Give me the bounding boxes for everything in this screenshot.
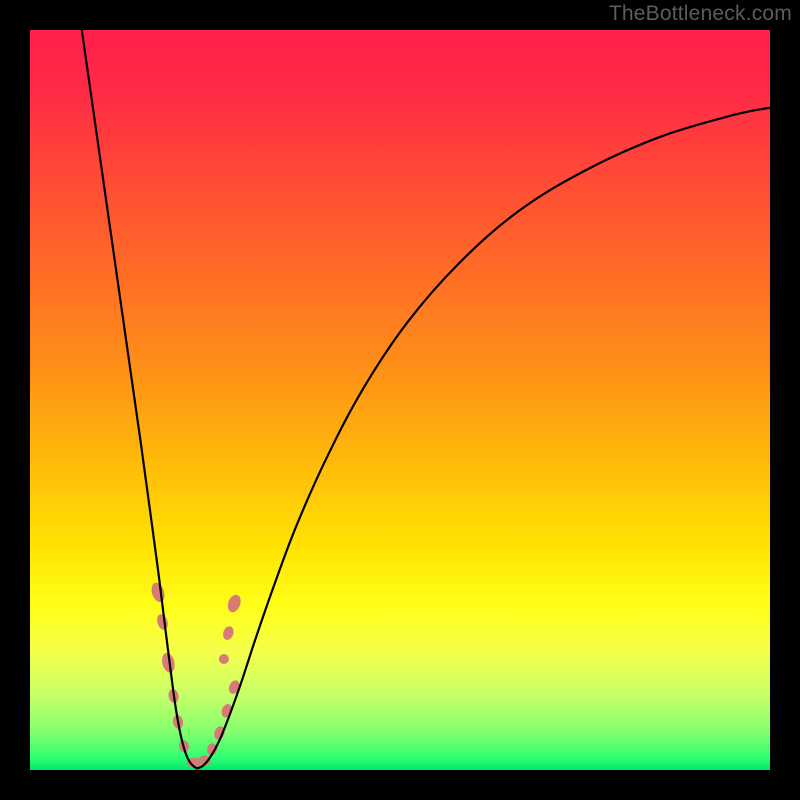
marker-point [219, 654, 229, 664]
plot-area [30, 30, 770, 770]
marker-point [221, 625, 235, 641]
curve-left [82, 30, 197, 769]
marker-point [155, 613, 169, 631]
curve-right [197, 108, 770, 769]
bottleneck-curve [30, 30, 770, 770]
marker-point [226, 593, 243, 614]
watermark-text: TheBottleneck.com [609, 2, 792, 26]
chart-stage: TheBottleneck.com [0, 0, 800, 800]
marker-point [149, 581, 167, 604]
